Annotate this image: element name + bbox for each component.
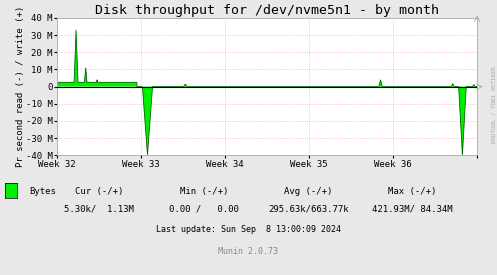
Text: Avg (-/+): Avg (-/+) (284, 187, 332, 196)
Text: 421.93M/ 84.34M: 421.93M/ 84.34M (372, 205, 453, 214)
Text: 295.63k/663.77k: 295.63k/663.77k (268, 205, 348, 214)
Text: Munin 2.0.73: Munin 2.0.73 (219, 248, 278, 256)
Title: Disk throughput for /dev/nvme5n1 - by month: Disk throughput for /dev/nvme5n1 - by mo… (95, 4, 439, 17)
Text: Cur (-/+): Cur (-/+) (75, 187, 124, 196)
Text: Min (-/+): Min (-/+) (179, 187, 228, 196)
Y-axis label: Pr second read (-) / write (+): Pr second read (-) / write (+) (16, 6, 25, 167)
Text: RRDTOOL / TOBI OETIKER: RRDTOOL / TOBI OETIKER (491, 66, 496, 143)
Text: 0.00 /   0.00: 0.00 / 0.00 (169, 205, 239, 214)
Text: Max (-/+): Max (-/+) (388, 187, 437, 196)
Text: Bytes: Bytes (29, 187, 56, 196)
Text: Last update: Sun Sep  8 13:00:09 2024: Last update: Sun Sep 8 13:00:09 2024 (156, 226, 341, 234)
Text: 5.30k/  1.13M: 5.30k/ 1.13M (65, 205, 134, 214)
